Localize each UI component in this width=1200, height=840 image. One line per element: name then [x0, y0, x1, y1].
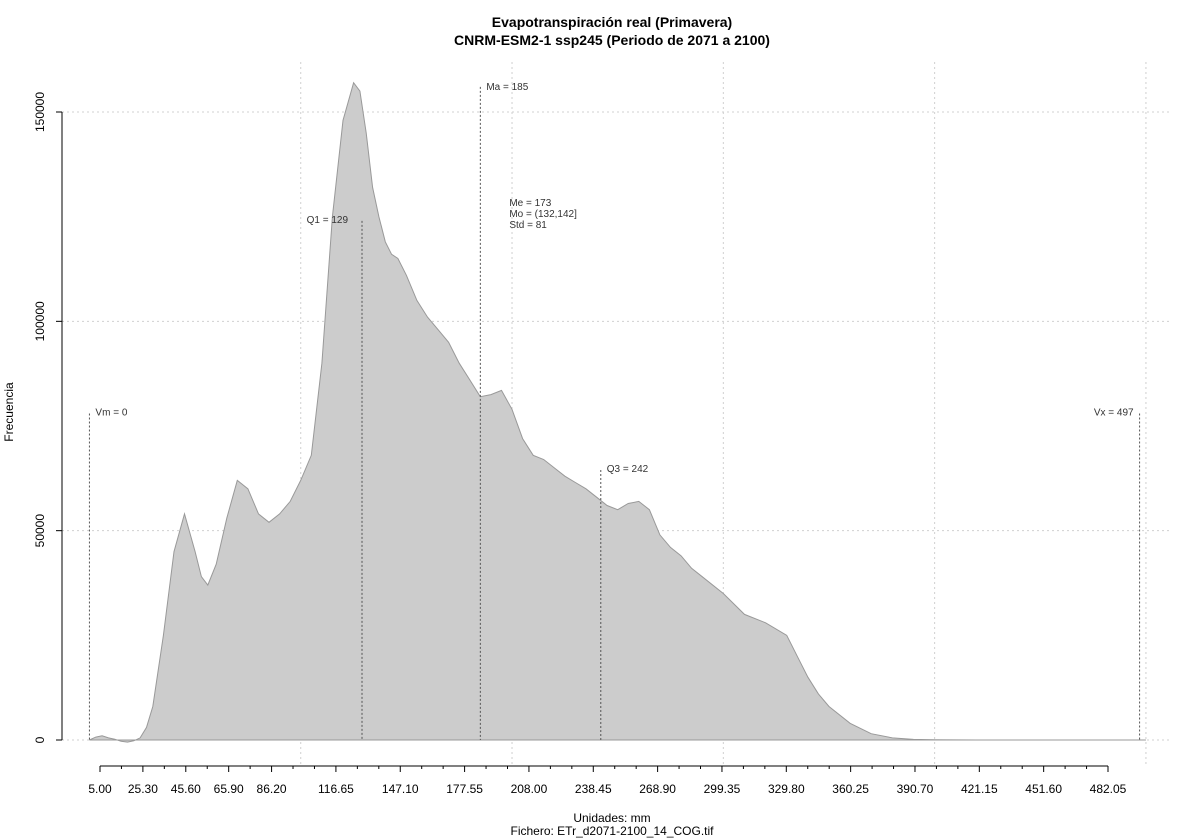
stats-line: Std = 81 — [509, 220, 547, 231]
file-label: Fichero: ETr_d2071-2100_14_COG.tif — [511, 824, 715, 838]
annotation-label: Vm = 0 — [95, 407, 127, 418]
x-tick-label: 147.10 — [382, 782, 419, 796]
x-tick-label: 299.35 — [704, 782, 741, 796]
x-tick-label: 5.00 — [88, 782, 112, 796]
x-tick-label: 329.80 — [768, 782, 805, 796]
x-tick-label: 25.30 — [128, 782, 158, 796]
x-axis-label: Unidades: mm — [573, 811, 650, 825]
x-tick-label: 390.70 — [897, 782, 934, 796]
y-tick-label: 50000 — [33, 514, 47, 548]
stats-line: Me = 173 — [509, 198, 551, 209]
annotation-label: Q3 = 242 — [607, 464, 649, 475]
annotation-label: Q1 = 129 — [307, 215, 349, 226]
y-tick-label: 150000 — [33, 92, 47, 132]
x-tick-label: 238.45 — [575, 782, 612, 796]
x-tick-label: 45.60 — [171, 782, 201, 796]
axes-layer: 5.00 25.30 45.60 65.90 86.20 116.65 147.10 177.… — [33, 92, 1127, 796]
density-area — [89, 81, 1146, 743]
chart-title: Evapotranspiración real (Primavera) — [492, 14, 732, 30]
y-tick-label: 100000 — [33, 301, 47, 341]
x-tick-label: 451.60 — [1025, 782, 1062, 796]
stats-line: Mo = (132,142] — [509, 209, 577, 220]
chart-subtitle: CNRM-ESM2-1 ssp245 (Periodo de 2071 a 21… — [454, 32, 770, 48]
x-tick-label: 116.65 — [318, 782, 354, 796]
x-tick-label: 86.20 — [257, 782, 287, 796]
annotation-layer: Vm = 0 Q1 = 129 Ma = 185 Q3 = 242 Vx = 497 Me… — [88, 82, 1141, 740]
annotation-label: Ma = 185 — [486, 82, 528, 93]
y-tick-label: 0 — [33, 736, 47, 743]
x-tick-label: 208.00 — [511, 782, 548, 796]
annotation-label: Vx = 497 — [1094, 407, 1134, 418]
y-axis-label: Frecuencia — [2, 382, 16, 442]
x-tick-label: 482.05 — [1090, 782, 1127, 796]
x-tick-label: 268.90 — [639, 782, 676, 796]
x-tick-label: 360.25 — [832, 782, 869, 796]
x-tick-label: 65.90 — [214, 782, 244, 796]
x-tick-label: 421.15 — [961, 782, 998, 796]
x-tick-label: 177.55 — [446, 782, 483, 796]
area-layer — [89, 81, 1146, 743]
